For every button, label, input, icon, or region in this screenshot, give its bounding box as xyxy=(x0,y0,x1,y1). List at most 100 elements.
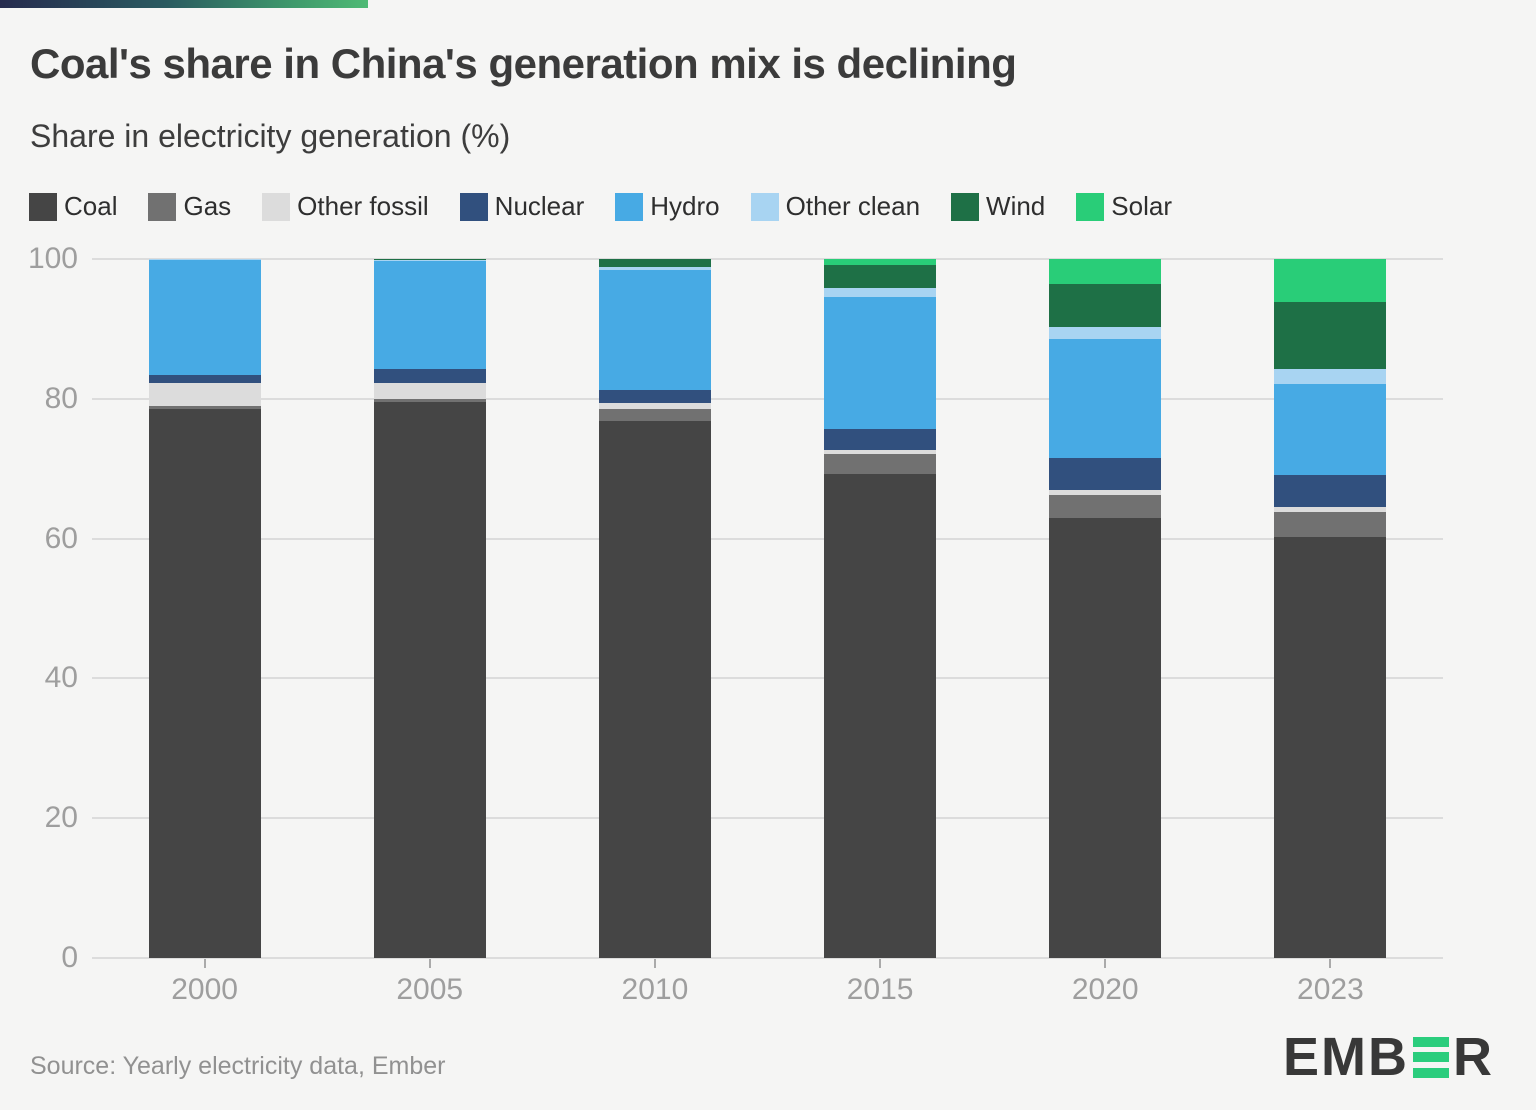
legend-label: Wind xyxy=(986,191,1046,221)
gridline-60 xyxy=(92,537,1443,540)
legend: Coal Gas Other fossil Nuclear Hydro Other cle… xyxy=(29,191,1172,222)
bar-segment-coal-2020 xyxy=(1049,517,1162,958)
x-axis-tick-2005 xyxy=(428,959,431,968)
gridline-20 xyxy=(92,817,1443,820)
bar-segment-coal-2023 xyxy=(1274,536,1387,958)
legend-item-coal: Coal xyxy=(29,191,117,222)
bar-segment-solar-2023 xyxy=(1274,259,1387,303)
legend-label: Other clean xyxy=(785,191,921,221)
bar-segment-other-fossil-2023 xyxy=(1274,507,1387,513)
legend-label: Gas xyxy=(183,191,232,221)
ember-logo-bars-icon xyxy=(1413,1036,1449,1078)
bar-segment-gas-2000 xyxy=(148,405,261,410)
x-axis-label-2000: 2000 xyxy=(171,973,238,1006)
bar-segment-hydro-2020 xyxy=(1049,339,1162,458)
bar-segment-wind-2010 xyxy=(598,259,711,267)
bar-2000 xyxy=(148,259,261,958)
y-axis-label-40: 40 xyxy=(44,661,78,695)
y-axis-label-80: 80 xyxy=(44,381,78,415)
legend-item-solar: Solar xyxy=(1076,191,1172,222)
bar-segment-other-fossil-2015 xyxy=(824,449,937,455)
ember-logo-text-left: EMB xyxy=(1283,1027,1409,1087)
bar-2020 xyxy=(1049,259,1162,958)
legend-item-hydro: Hydro xyxy=(615,191,720,222)
bar-segment-hydro-2010 xyxy=(598,270,711,391)
legend-item-nuclear: Nuclear xyxy=(459,191,585,222)
x-axis-tick-2010 xyxy=(653,959,656,968)
bar-segment-gas-2023 xyxy=(1274,512,1387,537)
bar-segment-other-clean-2020 xyxy=(1049,326,1162,340)
bar-segment-coal-2005 xyxy=(373,402,486,958)
legend-swatch-gas xyxy=(148,192,177,221)
bar-segment-coal-2010 xyxy=(598,421,711,958)
ember-logo-text-right: R xyxy=(1453,1027,1494,1087)
bar-segment-gas-2010 xyxy=(598,408,711,422)
bar-segment-other-fossil-2020 xyxy=(1049,489,1162,496)
bar-2023 xyxy=(1274,259,1387,958)
legend-swatch-other-clean xyxy=(750,192,779,221)
x-axis-tick-2023 xyxy=(1329,959,1332,968)
brand-gradient-bar xyxy=(0,0,368,8)
bar-segment-wind-2005 xyxy=(373,259,486,260)
bar-segment-solar-2015 xyxy=(824,259,937,265)
gridline-0 xyxy=(92,957,1443,959)
gridline-100 xyxy=(92,258,1443,260)
legend-item-other-fossil: Other fossil xyxy=(262,191,429,222)
y-axis-label-60: 60 xyxy=(44,521,78,555)
chart-subtitle: Share in electricity generation (%) xyxy=(30,118,511,154)
x-axis-label-2015: 2015 xyxy=(846,973,914,1006)
bar-segment-nuclear-2000 xyxy=(148,375,261,384)
bar-segment-other-clean-2015 xyxy=(824,287,937,297)
y-axis-label-100: 100 xyxy=(27,242,78,275)
x-axis-label-2020: 2020 xyxy=(1071,973,1139,1006)
y-axis-label-20: 20 xyxy=(44,801,78,835)
bar-segment-gas-2015 xyxy=(824,454,937,474)
bar-segment-nuclear-2005 xyxy=(373,369,486,384)
x-axis-label-2023: 2023 xyxy=(1297,973,1364,1006)
legend-item-wind: Wind xyxy=(951,191,1045,222)
x-axis-tick-2015 xyxy=(879,959,882,968)
x-axis-tick-2000 xyxy=(203,959,206,968)
bar-2010 xyxy=(598,259,711,958)
legend-label: Hydro xyxy=(650,191,720,221)
bar-segment-other-clean-2023 xyxy=(1274,368,1387,385)
source-note: Source: Yearly electricity data, Ember xyxy=(30,1052,446,1080)
bar-segment-other-clean-2000 xyxy=(148,259,261,261)
legend-label: Coal xyxy=(64,191,118,221)
legend-swatch-other-fossil xyxy=(262,192,291,221)
legend-label: Solar xyxy=(1111,191,1172,221)
legend-swatch-hydro xyxy=(615,192,644,221)
bar-segment-wind-2020 xyxy=(1049,283,1162,327)
bar-segment-nuclear-2023 xyxy=(1274,475,1387,508)
bar-segment-hydro-2005 xyxy=(373,261,486,370)
x-axis-label-2010: 2010 xyxy=(621,973,689,1006)
bar-segment-gas-2005 xyxy=(373,398,486,403)
bar-segment-other-clean-2010 xyxy=(598,266,711,271)
x-axis-label-2005: 2005 xyxy=(396,973,464,1006)
bar-segment-other-fossil-2000 xyxy=(148,383,261,406)
legend-item-gas: Gas xyxy=(148,191,231,222)
bar-segment-other-fossil-2010 xyxy=(598,403,711,409)
bar-segment-nuclear-2010 xyxy=(598,390,711,404)
gridline-80 xyxy=(92,397,1443,400)
bar-segment-hydro-2015 xyxy=(824,296,937,429)
legend-item-other-clean: Other clean xyxy=(750,191,921,222)
x-axis-tick-2020 xyxy=(1104,959,1107,968)
bar-2015 xyxy=(824,259,937,958)
legend-swatch-coal xyxy=(29,192,57,221)
legend-swatch-nuclear xyxy=(459,192,488,221)
legend-swatch-wind xyxy=(951,192,980,221)
bar-segment-wind-2023 xyxy=(1274,302,1387,369)
bar-segment-nuclear-2015 xyxy=(824,428,937,450)
gridline-40 xyxy=(92,677,1443,680)
bar-segment-gas-2020 xyxy=(1049,495,1162,518)
bar-segment-other-fossil-2005 xyxy=(373,383,486,399)
bar-segment-wind-2015 xyxy=(824,264,937,288)
bar-segment-nuclear-2020 xyxy=(1049,457,1162,490)
bar-segment-hydro-2023 xyxy=(1274,384,1387,476)
y-axis-label-0: 0 xyxy=(61,941,78,974)
ember-logo: EMB R xyxy=(1283,1026,1494,1088)
bar-segment-other-clean-2005 xyxy=(373,259,486,262)
legend-label: Nuclear xyxy=(494,191,585,221)
